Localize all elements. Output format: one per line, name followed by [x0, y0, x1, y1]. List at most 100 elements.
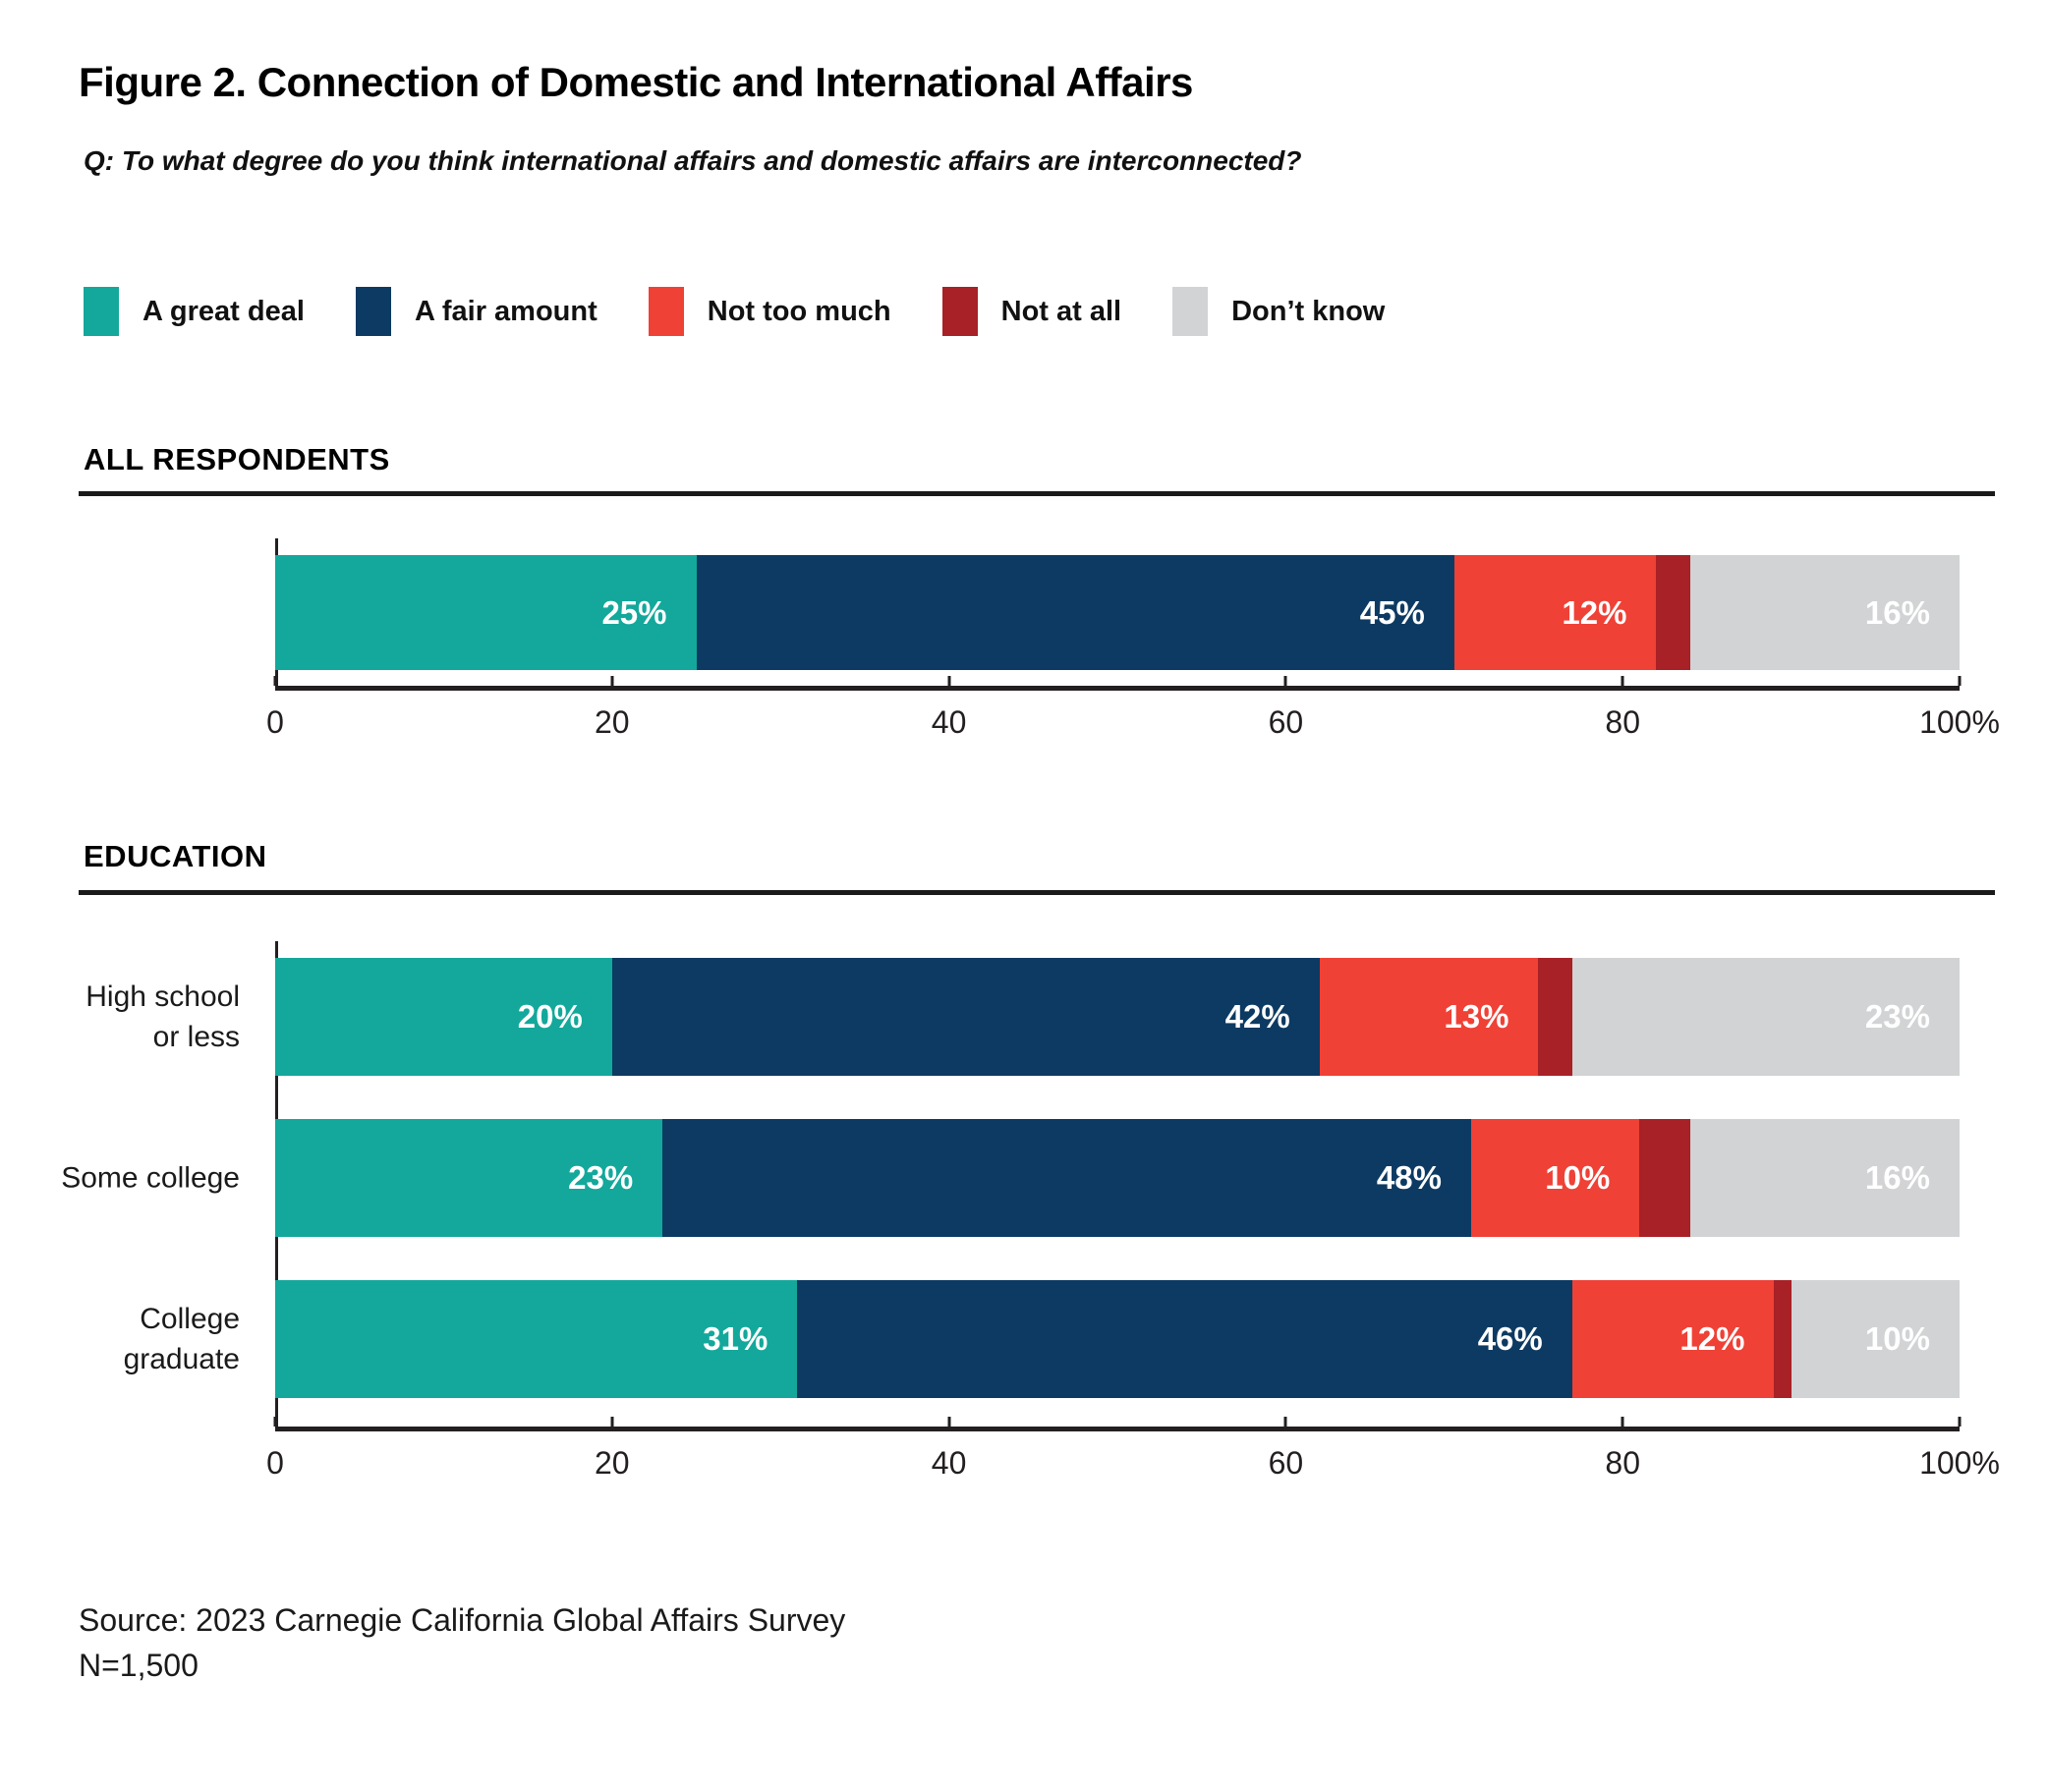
bar-segment-label: 13% — [1444, 998, 1509, 1035]
x-axis-tick — [947, 676, 951, 686]
bar-segment-a-great-deal: 31% — [275, 1280, 798, 1398]
legend-label: A great deal — [142, 295, 305, 327]
row-category-label: College graduate — [123, 1303, 240, 1375]
survey-question: Q: To what degree do you think internati… — [84, 145, 1302, 176]
bar-segment-not-too-much: 12% — [1453, 555, 1657, 670]
legend-item-not-at-all: Not at all — [941, 287, 1122, 336]
section-label-all-respondents: ALL RESPONDENTS — [84, 442, 390, 476]
bar-segment-a-fair-amount: 46% — [797, 1280, 1572, 1398]
row-category-label: High school or less — [85, 980, 240, 1053]
x-axis-tick — [610, 676, 614, 686]
bar-segment-not-too-much: 13% — [1319, 958, 1539, 1076]
bar-segment-label: 12% — [1562, 593, 1627, 631]
x-axis-line — [273, 1417, 1962, 1431]
bar-row: 25% 45% 12% 16% — [275, 555, 1960, 670]
bar-rows: 25% 45% 12% 16% — [275, 538, 1960, 670]
bar-segment-a-fair-amount: 48% — [662, 1119, 1471, 1237]
stacked-bar: 25% 45% 12% 16% — [275, 555, 1960, 670]
source-block: Source: 2023 Carnegie California Global … — [79, 1597, 845, 1688]
x-axis-tick — [1283, 1417, 1287, 1427]
stacked-bar: 31% 46% 12% 10% — [275, 1280, 1960, 1398]
x-axis-tick — [273, 676, 277, 686]
section-label-education: EDUCATION — [84, 839, 267, 873]
x-axis-tick-label: 100% — [1919, 704, 2000, 740]
legend-label: Don’t know — [1231, 295, 1386, 327]
x-axis-tick — [1283, 676, 1287, 686]
bar-segment-not-too-much: 10% — [1470, 1119, 1640, 1237]
bar-segment-label: 31% — [703, 1320, 768, 1357]
bar-segment-label: 48% — [1376, 1159, 1442, 1196]
bar-row: High school or less 20% 42% 13% 23% — [85, 958, 1960, 1076]
stacked-bar: 23% 48% 10% 16% — [275, 1119, 1960, 1237]
all-respondents-chart: 25% 45% 12% 16% 0 20 40 60 80 100% — [266, 538, 2000, 750]
bar-segment-a-great-deal: 23% — [275, 1119, 663, 1237]
legend-item-a-great-deal: A great deal — [84, 287, 305, 336]
bar-segment-a-fair-amount: 42% — [611, 958, 1320, 1076]
bar-segment-label: 46% — [1477, 1320, 1543, 1357]
legend-swatch-icon — [84, 287, 119, 336]
bar-row: Some college 23% 48% 10% 16% — [61, 1119, 1960, 1237]
bar-segment-label: 20% — [517, 998, 583, 1035]
bar-segment-not-at-all — [1538, 958, 1572, 1076]
plot-area: 25% 45% 12% 16% — [273, 538, 1962, 691]
bar-segment-don-t-know: 16% — [1689, 1119, 1960, 1237]
sample-size: N=1,500 — [79, 1648, 199, 1683]
bar-segment-a-fair-amount: 45% — [696, 555, 1454, 670]
legend-label: A fair amount — [414, 295, 597, 327]
bar-segment-not-at-all — [1774, 1280, 1792, 1398]
legend-item-not-too-much: Not too much — [648, 287, 891, 336]
legend-swatch-icon — [648, 287, 684, 336]
x-axis-tick-label: 0 — [266, 704, 284, 740]
bar-segment-label: 25% — [601, 593, 667, 631]
source-line: Source: 2023 Carnegie California Global … — [79, 1602, 846, 1638]
legend-swatch-icon — [1172, 287, 1209, 336]
x-axis-tick-label: 0 — [266, 1445, 284, 1481]
bar-segment-label: 10% — [1545, 1159, 1611, 1196]
bar-segment-label: 23% — [568, 1159, 634, 1196]
legend-item-don-t-know: Don’t know — [1172, 287, 1385, 336]
x-axis-tick-label: 40 — [931, 704, 967, 740]
x-axis-tick-label: 40 — [931, 1445, 967, 1481]
x-axis-tick — [1958, 1417, 1962, 1427]
x-axis-tick-label: 60 — [1268, 704, 1304, 740]
x-axis-tick-label: 60 — [1268, 1445, 1304, 1481]
legend-swatch-icon — [355, 287, 391, 336]
x-axis-tick — [1621, 1417, 1624, 1427]
x-axis-tick-label: 100% — [1919, 1445, 2000, 1481]
bar-segment-not-too-much: 12% — [1571, 1280, 1775, 1398]
legend-item-a-fair-amount: A fair amount — [355, 287, 597, 336]
bar-segment-not-at-all — [1656, 555, 1690, 670]
bar-segment-a-great-deal: 20% — [275, 958, 612, 1076]
x-axis-tick-labels: 0 20 40 60 80 100% — [266, 704, 2000, 750]
x-axis-tick-labels: 0 20 40 60 80 100% — [266, 1445, 2000, 1490]
x-axis-tick-label: 80 — [1605, 704, 1640, 740]
figure-title: Figure 2. Connection of Domestic and Int… — [79, 59, 1193, 105]
x-axis-tick — [273, 1417, 277, 1427]
legend: A great deal A fair amount Not too much Not… — [84, 287, 1385, 336]
bar-segment-don-t-know: 16% — [1689, 555, 1960, 670]
bar-segment-label: 10% — [1864, 1320, 1930, 1357]
legend-label: Not too much — [707, 295, 891, 327]
bar-segment-label: 45% — [1359, 593, 1425, 631]
x-axis-tick-label: 20 — [595, 1445, 630, 1481]
x-axis-tick-label: 20 — [595, 704, 630, 740]
x-axis-tick — [1621, 676, 1624, 686]
legend-label: Not at all — [1000, 295, 1122, 327]
stacked-bar: 20% 42% 13% 23% — [275, 958, 1960, 1076]
bar-segment-label: 12% — [1679, 1320, 1745, 1357]
section-rule — [79, 491, 1995, 496]
x-axis-line — [273, 676, 1962, 691]
bar-segment-don-t-know: 23% — [1571, 958, 1960, 1076]
bar-segment-label: 23% — [1864, 998, 1930, 1035]
x-axis-tick — [947, 1417, 951, 1427]
bar-segment-label: 16% — [1864, 1159, 1930, 1196]
legend-swatch-icon — [941, 287, 978, 336]
bar-rows: High school or less 20% 42% 13% 23% Some colle… — [61, 941, 1960, 1398]
bar-row: College graduate 31% 46% 12% 10% — [124, 1280, 1960, 1398]
education-chart: High school or less 20% 42% 13% 23% Some colle… — [61, 941, 2000, 1490]
bar-segment-label: 42% — [1224, 998, 1290, 1035]
bar-segment-don-t-know: 10% — [1791, 1280, 1960, 1398]
plot-area: High school or less 20% 42% 13% 23% Some colle… — [61, 941, 1962, 1431]
x-axis-tick — [1958, 676, 1962, 686]
